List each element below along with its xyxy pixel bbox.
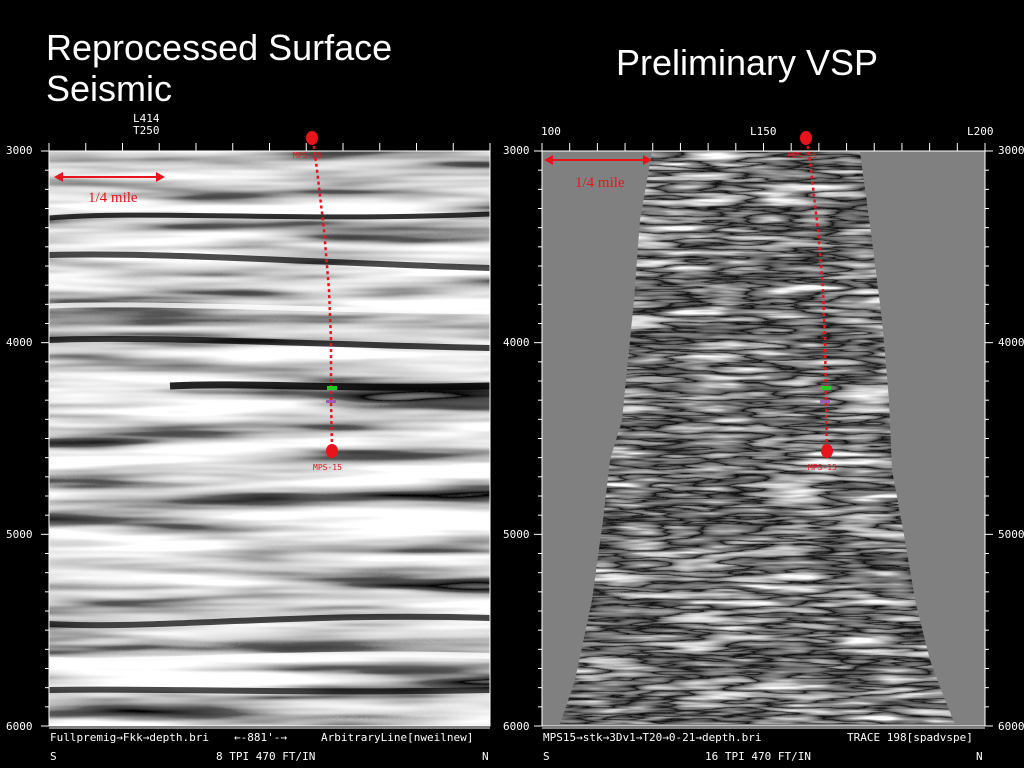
right-well-label-bottom: MPS-15: [808, 463, 837, 472]
left-scale-arrow: 1/4 mile: [54, 172, 165, 206]
right-vsp-section: [541, 150, 986, 727]
right-footer-trace: TRACE 198[spadvspe]: [847, 731, 973, 744]
left-well-bottom-marker: [326, 444, 338, 458]
left-header-line-1: L414: [133, 112, 160, 125]
left-scale-label: 1/4 mile: [88, 190, 138, 206]
right-depth-tick-3000-r: 3000: [998, 144, 1024, 157]
left-footer-scale: 8 TPI 470 FT/IN: [216, 750, 316, 763]
right-depth-tick-6000-r: 6000: [998, 720, 1024, 733]
right-header-label-l150: L150: [750, 125, 777, 138]
right-depth-tick-4000-r: 4000: [998, 336, 1024, 349]
right-footer-processing: MPS15→stk→3Dv1→T20→0-21→depth.bri: [543, 731, 762, 744]
right-green-marker: [821, 386, 831, 390]
left-title: Reprocessed Surface Seismic: [46, 27, 393, 109]
right-header-label-l200: L200: [967, 125, 994, 138]
right-depth-axis: [534, 150, 993, 727]
left-depth-tick-5000: 5000: [6, 528, 33, 541]
right-scale-arrow: 1/4 mile: [544, 155, 652, 191]
right-scale-label: 1/4 mile: [575, 175, 625, 191]
left-top-axis: [48, 143, 491, 151]
right-footer-south: S: [543, 750, 550, 763]
right-well-bottom-marker: [821, 444, 833, 458]
left-depth-tick-6000: 6000: [6, 720, 33, 733]
right-depth-tick-6000: 6000: [503, 720, 530, 733]
left-seismic-section: [48, 150, 491, 727]
left-footer-processing: Fullpremig→Fkk→depth.bri: [50, 731, 209, 744]
left-well-label-bottom: MPS-15: [313, 463, 342, 472]
right-depth-tick-5000: 5000: [503, 528, 530, 541]
right-well-head-marker: [800, 131, 812, 145]
right-footer-north: N: [976, 750, 983, 763]
left-depth-axis: [41, 150, 49, 727]
left-depth-tick-3000: 3000: [6, 144, 33, 157]
right-header-label-100: 100: [541, 125, 561, 138]
left-purple-marker: [326, 400, 336, 403]
right-well-label-top: MPS-15: [788, 151, 817, 160]
left-header-line-2: T250: [133, 124, 160, 137]
left-well-head-marker: [306, 131, 318, 145]
left-footer-south: S: [50, 750, 57, 763]
left-depth-tick-4000: 4000: [6, 336, 33, 349]
right-depth-tick-4000: 4000: [503, 336, 530, 349]
left-footer-spacing: ←-881'-→: [234, 731, 287, 744]
left-footer-line-name: ArbitraryLine[nweilnew]: [321, 731, 474, 744]
right-top-axis: [541, 143, 986, 151]
right-depth-tick-5000-r: 5000: [998, 528, 1024, 541]
left-green-marker: [327, 386, 337, 390]
right-footer-scale: 16 TPI 470 FT/IN: [705, 750, 811, 763]
right-title: Preliminary VSP: [616, 42, 879, 83]
right-depth-tick-3000: 3000: [503, 144, 530, 157]
left-well-path: MPS-15 MPS-15: [293, 131, 342, 472]
right-purple-marker: [820, 400, 830, 403]
right-well-path: MPS-15 MPS-15: [788, 131, 837, 472]
left-well-label-top: MPS-15: [293, 151, 322, 160]
left-footer-north: N: [482, 750, 489, 763]
